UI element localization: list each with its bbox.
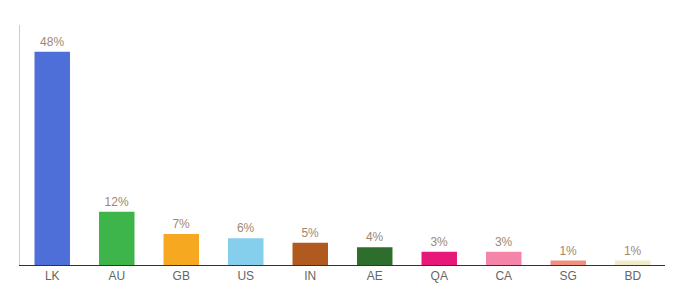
svg-text:LK: LK bbox=[45, 269, 60, 283]
svg-text:GB: GB bbox=[173, 269, 190, 283]
svg-text:5%: 5% bbox=[301, 226, 319, 240]
svg-text:12%: 12% bbox=[105, 195, 129, 209]
svg-text:AU: AU bbox=[108, 269, 125, 283]
svg-text:4%: 4% bbox=[366, 230, 384, 244]
svg-text:BD: BD bbox=[624, 269, 641, 283]
svg-text:1%: 1% bbox=[624, 244, 642, 258]
svg-text:1%: 1% bbox=[559, 244, 577, 258]
svg-text:48%: 48% bbox=[40, 35, 64, 49]
svg-text:3%: 3% bbox=[495, 235, 513, 249]
svg-text:SG: SG bbox=[560, 269, 577, 283]
svg-text:CA: CA bbox=[495, 269, 512, 283]
svg-text:AE: AE bbox=[367, 269, 383, 283]
svg-text:6%: 6% bbox=[237, 221, 255, 235]
svg-text:3%: 3% bbox=[430, 235, 448, 249]
svg-text:QA: QA bbox=[431, 269, 448, 283]
svg-text:7%: 7% bbox=[172, 217, 190, 231]
svg-text:US: US bbox=[237, 269, 254, 283]
svg-text:IN: IN bbox=[304, 269, 316, 283]
